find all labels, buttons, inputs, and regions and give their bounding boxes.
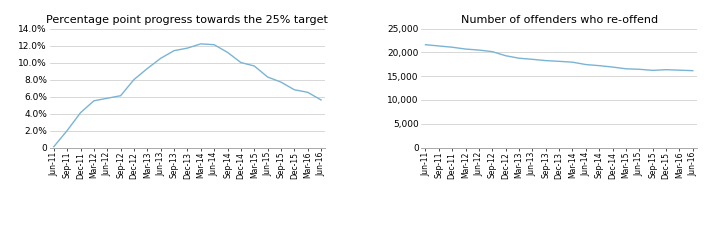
Title: Number of offenders who re-offend: Number of offenders who re-offend	[461, 15, 658, 25]
Title: Percentage point progress towards the 25% target: Percentage point progress towards the 25…	[46, 15, 328, 25]
